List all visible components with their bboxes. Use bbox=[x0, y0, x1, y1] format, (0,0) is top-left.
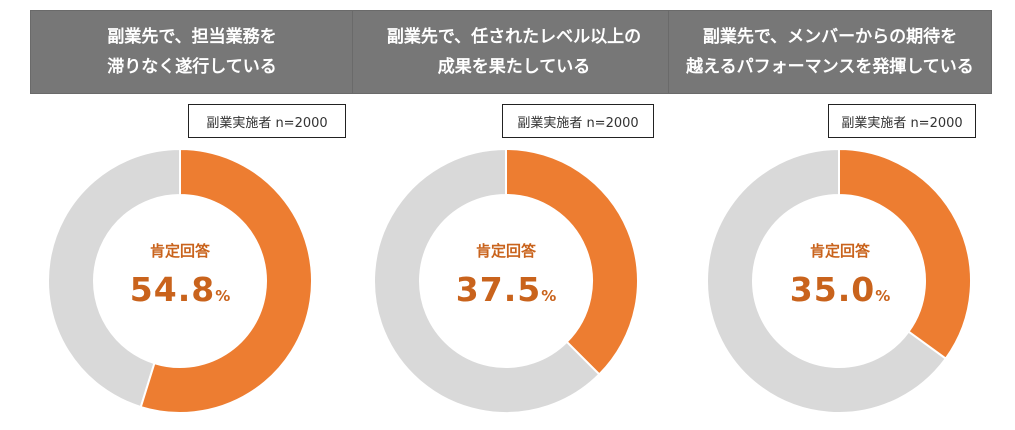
sample-size-box-1: 副業実施者 n=2000 bbox=[188, 104, 346, 138]
chart-panel-3: 副業先で、メンバーからの期待を 越えるパフォーマンスを発揮している 副業実施者 … bbox=[668, 0, 992, 430]
donut-2-rest-segment bbox=[373, 147, 601, 414]
center-label-3: 肯定回答 bbox=[809, 242, 870, 260]
chart-title-2-line-1: 副業先で、任されたレベル以上の bbox=[386, 27, 642, 47]
chart-title-3-line-1: 副業先で、メンバーからの期待を bbox=[702, 27, 958, 47]
donut-chart-1 bbox=[47, 147, 313, 414]
donut-3-rest-segment bbox=[706, 147, 948, 414]
center-value-1: 54.8% bbox=[100, 270, 260, 309]
donut-1-rest-segment bbox=[47, 147, 181, 409]
chart-title-2-line-2: 成果を果たしている bbox=[437, 57, 591, 77]
center-label-2: 肯定回答 bbox=[475, 242, 536, 260]
donut-chart-3 bbox=[706, 147, 972, 414]
sample-size-box-3: 副業実施者 n=2000 bbox=[828, 104, 976, 138]
chart-title-2: 副業先で、任されたレベル以上の 成果を果たしている bbox=[352, 10, 676, 94]
chart-panel-1: 副業先で、担当業務を 滞りなく遂行している 副業実施者 n=2000 肯定回答 … bbox=[30, 0, 354, 430]
center-value-3: 35.0% bbox=[760, 270, 920, 309]
center-value-2-unit: % bbox=[541, 287, 557, 305]
center-value-3-number: 35.0 bbox=[789, 270, 876, 309]
center-value-2: 37.5% bbox=[426, 270, 586, 309]
sample-size-box-2: 副業実施者 n=2000 bbox=[502, 104, 654, 138]
center-label-1: 肯定回答 bbox=[149, 242, 210, 260]
center-value-1-number: 54.8 bbox=[129, 270, 216, 309]
chart-title-3-line-2: 越えるパフォーマンスを発揮している bbox=[686, 57, 974, 77]
chart-panel-2: 副業先で、任されたレベル以上の 成果を果たしている 副業実施者 n=2000 肯… bbox=[352, 0, 676, 430]
donut-2-positive-segment bbox=[505, 147, 639, 376]
center-value-3-unit: % bbox=[875, 287, 891, 305]
chart-title-1-line-2: 滞りなく遂行している bbox=[107, 57, 277, 77]
chart-title-1: 副業先で、担当業務を 滞りなく遂行している bbox=[30, 10, 354, 94]
donut-3-positive-segment bbox=[838, 147, 972, 360]
donut-chart-2 bbox=[373, 147, 639, 414]
center-value-2-number: 37.5 bbox=[455, 270, 542, 309]
chart-title-1-line-1: 副業先で、担当業務を bbox=[107, 27, 277, 47]
center-value-1-unit: % bbox=[215, 287, 231, 305]
donut-1-positive-segment bbox=[139, 147, 313, 414]
chart-title-3: 副業先で、メンバーからの期待を 越えるパフォーマンスを発揮している bbox=[668, 10, 992, 94]
